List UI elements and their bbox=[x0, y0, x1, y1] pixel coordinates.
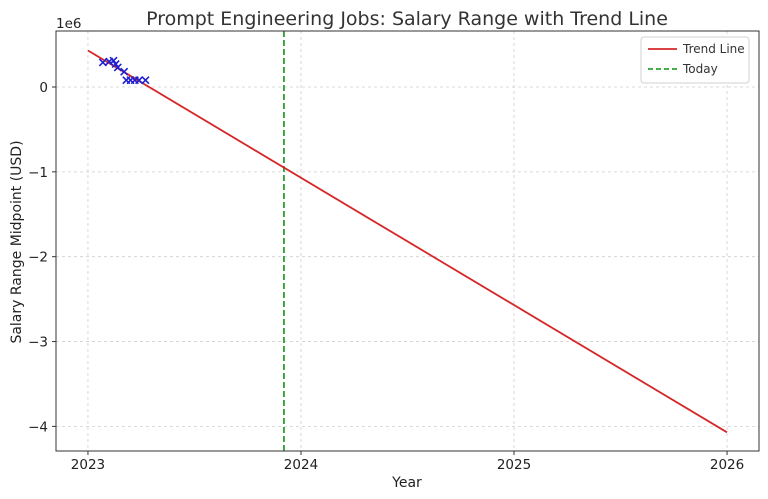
y-tick-label: 0 bbox=[39, 80, 48, 96]
y-tick-label: −2 bbox=[28, 250, 48, 266]
ticks: 2023 2024 2025 2026 0 −1 −2 −3 −4 bbox=[28, 80, 744, 473]
trend-line bbox=[87, 49, 728, 434]
legend-trend-line-label: Trend Line bbox=[682, 42, 745, 56]
x-tick-label: 2024 bbox=[284, 457, 318, 473]
x-axis-label: Year bbox=[391, 475, 422, 491]
y-offset-label: 1e6 bbox=[56, 16, 81, 32]
data-point bbox=[141, 76, 150, 85]
x-tick-label: 2026 bbox=[710, 457, 744, 473]
data-point bbox=[113, 63, 122, 72]
legend: Trend Line Today bbox=[640, 36, 750, 84]
legend-today-label: Today bbox=[682, 62, 718, 76]
data-point bbox=[98, 58, 107, 67]
y-tick-label: −1 bbox=[28, 165, 48, 181]
plot-frame bbox=[55, 30, 760, 452]
x-tick-label: 2023 bbox=[71, 457, 105, 473]
y-tick-label: −4 bbox=[28, 419, 48, 435]
data-point bbox=[120, 67, 129, 76]
y-tick-label: −3 bbox=[28, 335, 48, 351]
plot-marks bbox=[87, 31, 728, 451]
grid bbox=[56, 31, 759, 451]
x-tick-label: 2025 bbox=[497, 457, 531, 473]
data-point bbox=[135, 76, 144, 85]
y-axis-label: Salary Range Midpoint (USD) bbox=[9, 140, 25, 343]
chart-title: Prompt Engineering Jobs: Salary Range wi… bbox=[146, 8, 668, 30]
